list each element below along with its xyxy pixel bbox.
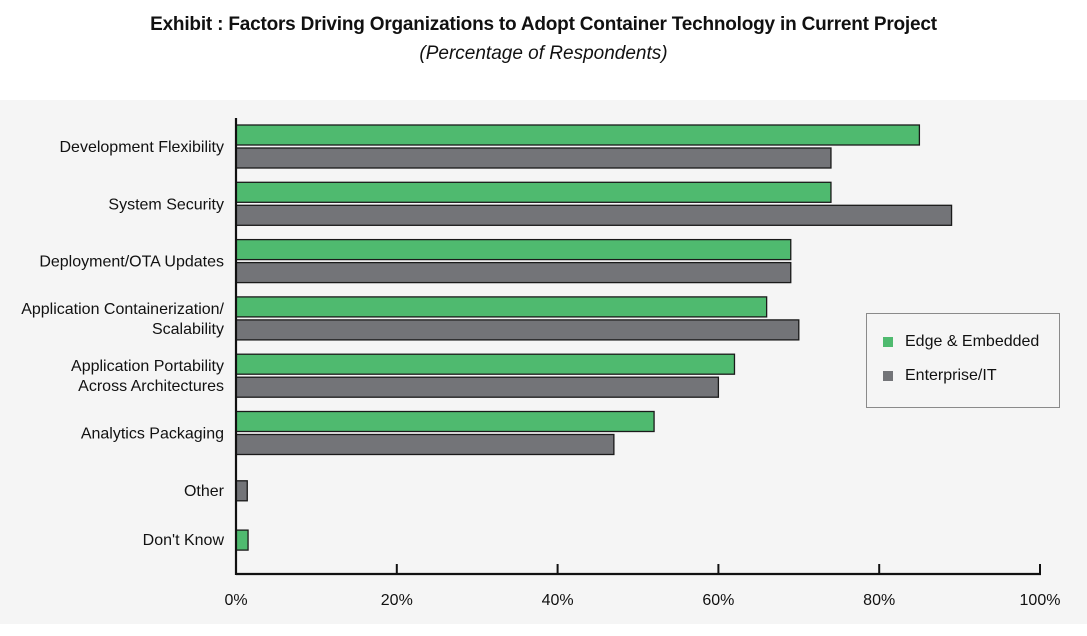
category-label: Deployment/OTA Updates xyxy=(39,254,224,271)
x-tick-label: 100% xyxy=(1020,592,1061,609)
legend-swatch-edge-embedded xyxy=(883,337,893,347)
bar-edge-embedded xyxy=(235,238,792,261)
bar-enterprise-it xyxy=(235,480,248,502)
bar-enterprise-it xyxy=(235,433,615,456)
bar-edge-embedded xyxy=(235,181,832,203)
bar-enterprise-it xyxy=(235,376,720,398)
category-label: Analytics Packaging xyxy=(81,426,224,443)
bar-edge-embedded xyxy=(235,296,768,318)
category-label: Across Architectures xyxy=(78,378,224,395)
category-label: Other xyxy=(184,483,225,500)
bar-enterprise-it xyxy=(235,261,792,284)
category-label: Application Portability xyxy=(71,358,224,375)
legend-item-enterprise-it: Enterprise/IT xyxy=(883,367,997,385)
category-label: System Security xyxy=(108,196,224,213)
category-label: Don't Know xyxy=(143,532,225,549)
bar-enterprise-it xyxy=(235,204,953,226)
bar-enterprise-it xyxy=(235,319,800,341)
category-label: Scalability xyxy=(152,321,224,338)
bar-edge-embedded xyxy=(235,410,655,433)
bar-edge-embedded xyxy=(235,353,736,375)
bar-edge-embedded xyxy=(235,124,921,146)
legend: Edge & Embedded Enterprise/IT xyxy=(866,313,1060,408)
x-tick-label: 20% xyxy=(381,592,413,609)
category-label: Development Flexibility xyxy=(59,139,224,156)
legend-label-enterprise-it: Enterprise/IT xyxy=(905,367,997,384)
bar-enterprise-it xyxy=(235,147,832,169)
x-tick-label: 80% xyxy=(863,592,895,609)
category-label: Application Containerization/ xyxy=(21,301,224,318)
chart-title: Exhibit : Factors Driving Organizations … xyxy=(150,14,937,35)
x-tick-label: 0% xyxy=(224,592,247,609)
chart-subtitle: (Percentage of Respondents) xyxy=(419,43,668,64)
legend-item-edge-embedded: Edge & Embedded xyxy=(883,333,1039,351)
x-tick-label: 40% xyxy=(542,592,574,609)
legend-swatch-enterprise-it xyxy=(883,371,893,381)
legend-label-edge-embedded: Edge & Embedded xyxy=(905,333,1040,350)
x-tick-label: 60% xyxy=(702,592,734,609)
bar-edge-embedded xyxy=(235,529,249,551)
